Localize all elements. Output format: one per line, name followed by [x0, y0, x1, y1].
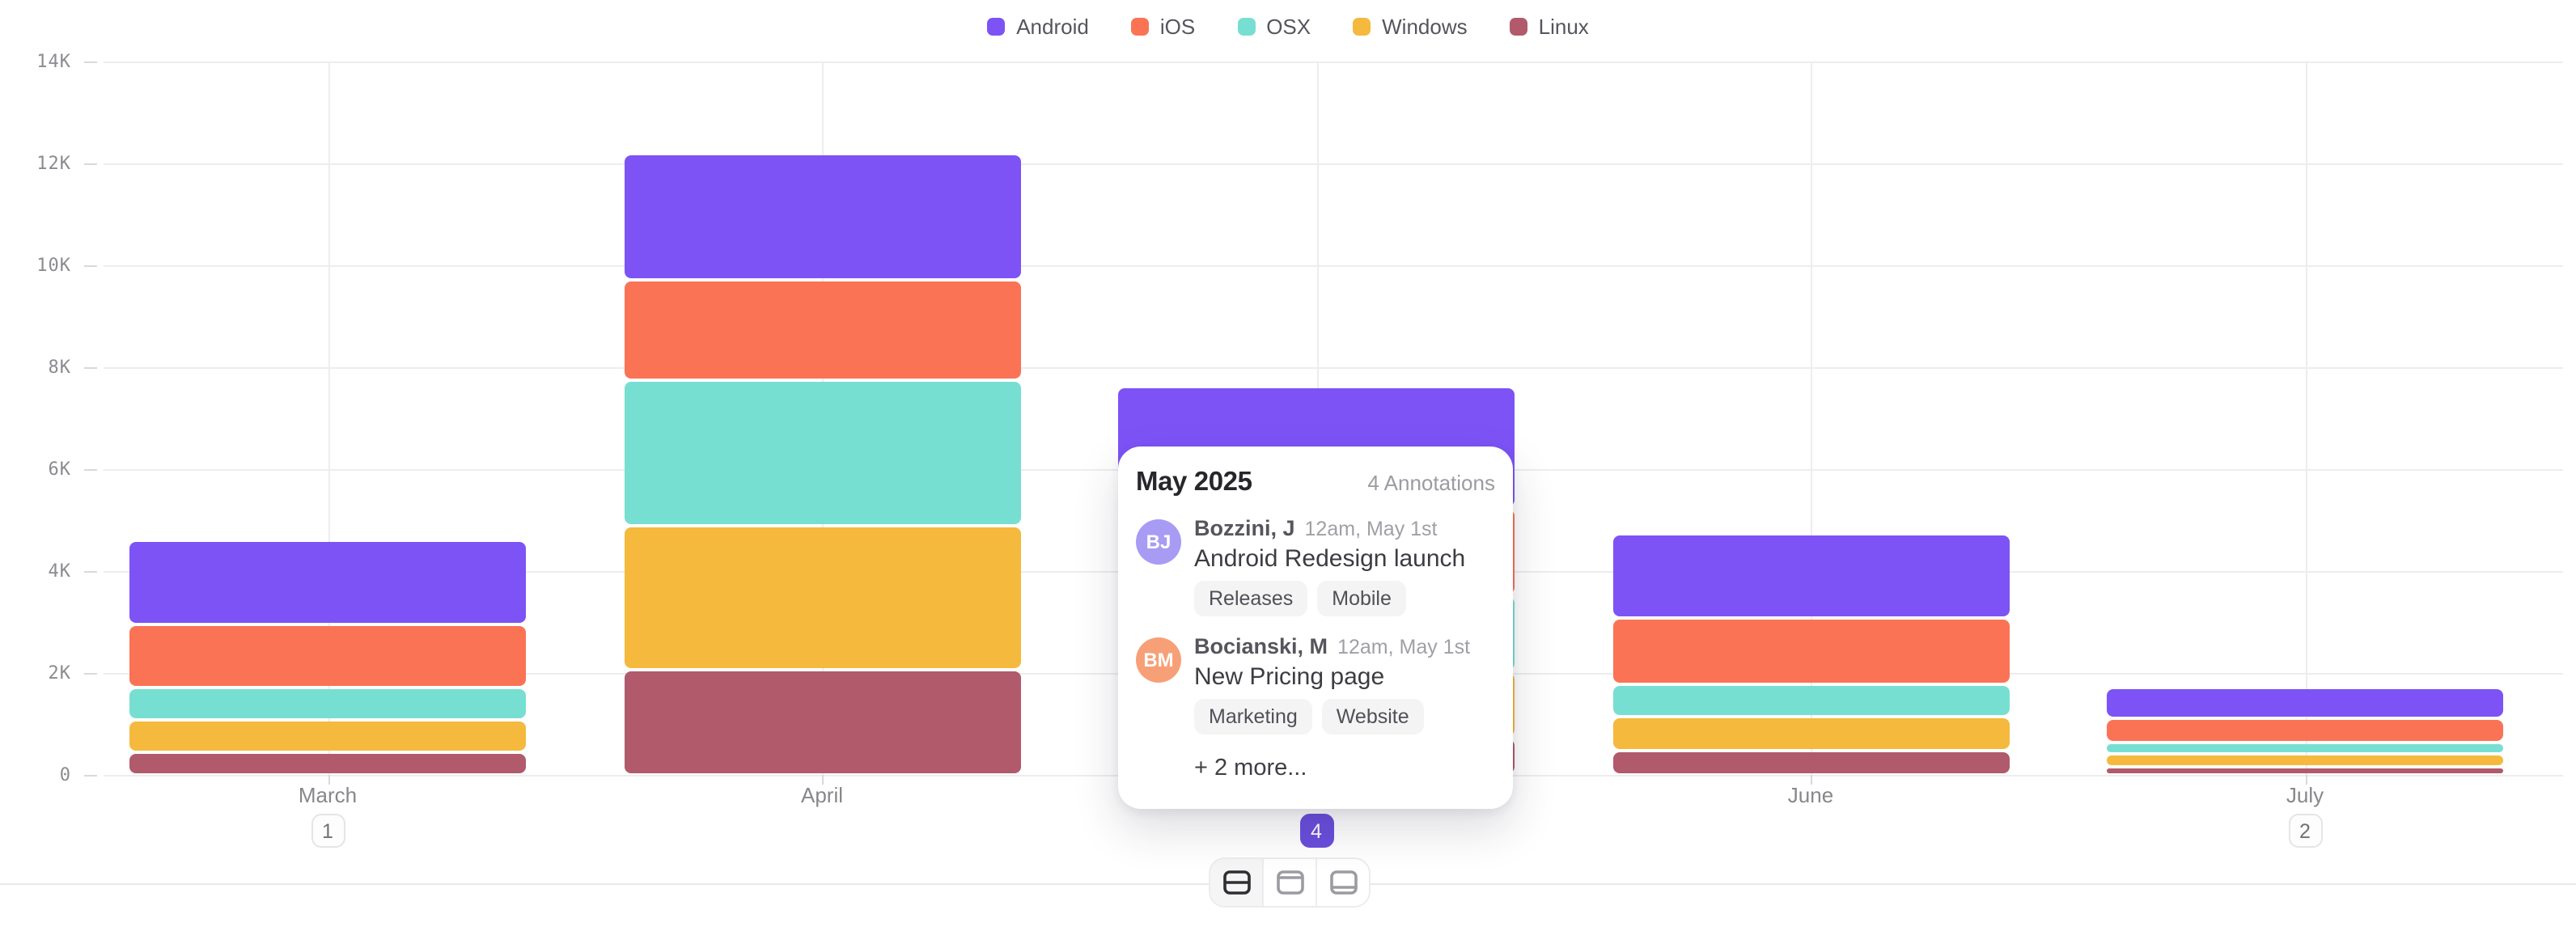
chart-legend: Android iOS OSX Windows Linux — [0, 15, 2576, 39]
x-axis-label: June — [1787, 783, 1834, 807]
bar-segment-android-april[interactable] — [624, 154, 1020, 279]
y-axis-label: 14K — [36, 51, 71, 72]
bar-segment-osx-april[interactable] — [624, 381, 1020, 524]
x-tick — [2305, 775, 2307, 785]
annotations-tooltip: May 2025 4 Annotations BJ Bozzini, J 12a… — [1118, 446, 1513, 809]
windows-swatch-icon — [1353, 18, 1371, 36]
x-tick — [1811, 775, 1812, 785]
annotation-entry: BM Bocianski, M 12am, May 1st New Pricin… — [1136, 634, 1495, 734]
annotation-tag: Releases — [1194, 581, 1308, 616]
bar-segment-android-july[interactable] — [2107, 688, 2503, 717]
osx-swatch-icon — [1237, 18, 1256, 36]
y-gridline — [104, 61, 2563, 63]
bar-segment-linux-june[interactable] — [1612, 751, 2009, 773]
ios-swatch-icon — [1130, 18, 1149, 36]
legend-label: Windows — [1382, 15, 1468, 39]
bar-segment-osx-march[interactable] — [129, 688, 526, 719]
bar-segment-ios-march[interactable] — [129, 626, 526, 686]
annotation-badge-may[interactable]: 4 — [1299, 814, 1333, 848]
legend-item-linux[interactable]: Linux — [1509, 15, 1589, 39]
legend-label: OSX — [1266, 15, 1311, 39]
legend-label: Android — [1016, 15, 1089, 39]
annotation-entry: BJ Bozzini, J 12am, May 1st Android Rede… — [1136, 516, 1495, 616]
annotation-timestamp: 12am, May 1st — [1304, 518, 1438, 540]
bar-segment-linux-march[interactable] — [129, 753, 526, 773]
bar-segment-windows-march[interactable] — [129, 722, 526, 751]
y-axis-label: 12K — [36, 153, 71, 174]
x-tick — [822, 775, 824, 785]
tooltip-header: May 2025 4 Annotations — [1136, 468, 1495, 498]
bar-segment-osx-july[interactable] — [2107, 744, 2503, 753]
legend-item-android[interactable]: Android — [987, 15, 1089, 39]
bar-segment-android-june[interactable] — [1612, 535, 2009, 616]
bar-segment-windows-july[interactable] — [2107, 755, 2503, 765]
legend-label: Linux — [1538, 15, 1589, 39]
bar-segment-linux-july[interactable] — [2107, 768, 2503, 773]
legend-label: iOS — [1159, 15, 1196, 39]
tooltip-annotation-count: 4 Annotations — [1367, 471, 1495, 495]
bar-segment-ios-june[interactable] — [1612, 619, 2009, 683]
tooltip-title: May 2025 — [1136, 468, 1252, 497]
y-tick — [84, 265, 97, 267]
x-gridline — [2305, 61, 2307, 775]
y-gridline — [104, 163, 2563, 165]
layout-split-top-button[interactable] — [1264, 859, 1317, 906]
show-more-annotations-link[interactable]: + 2 more... — [1194, 755, 1307, 781]
x-gridline — [328, 61, 329, 775]
x-axis-label: March — [298, 783, 358, 807]
split-middle-icon — [1222, 870, 1250, 895]
y-tick — [84, 469, 97, 471]
y-tick — [84, 367, 97, 369]
layout-split-bottom-button[interactable] — [1317, 859, 1369, 906]
x-axis-label: April — [800, 783, 844, 807]
bar-segment-osx-june[interactable] — [1612, 685, 2009, 716]
y-gridline — [104, 367, 2563, 369]
android-swatch-icon — [987, 18, 1006, 36]
y-axis-label: 4K — [48, 561, 71, 582]
legend-item-osx[interactable]: OSX — [1237, 15, 1311, 39]
avatar: BM — [1136, 637, 1181, 683]
annotation-tag: Marketing — [1194, 699, 1312, 734]
split-bottom-icon — [1329, 870, 1357, 895]
bar-segment-ios-july[interactable] — [2107, 719, 2503, 742]
x-gridline — [1811, 61, 1812, 775]
y-axis-label: 8K — [48, 357, 71, 378]
layout-switcher — [1209, 857, 1371, 908]
annotation-tag: Mobile — [1317, 581, 1406, 616]
y-axis-label: 6K — [48, 459, 71, 480]
bar-segment-windows-june[interactable] — [1612, 718, 2009, 749]
annotation-badge-july[interactable]: 2 — [2288, 814, 2322, 848]
annotation-text: Android Redesign launch — [1194, 545, 1466, 573]
layout-split-middle-button[interactable] — [1210, 859, 1264, 906]
x-tick — [328, 775, 329, 785]
annotation-text: New Pricing page — [1194, 663, 1385, 691]
y-gridline — [104, 265, 2563, 267]
x-axis-label: July — [2286, 783, 2324, 807]
bar-segment-android-march[interactable] — [129, 542, 526, 624]
y-tick — [84, 61, 97, 63]
bar-segment-windows-april[interactable] — [624, 527, 1020, 669]
legend-item-ios[interactable]: iOS — [1130, 15, 1196, 39]
legend-item-windows[interactable]: Windows — [1353, 15, 1468, 39]
bar-segment-ios-april[interactable] — [624, 281, 1020, 379]
y-axis-label: 2K — [48, 662, 71, 683]
y-axis-label: 0 — [59, 764, 71, 785]
y-tick — [84, 775, 97, 777]
annotation-author: Bozzini, J — [1194, 516, 1295, 540]
y-axis-label: 10K — [36, 255, 71, 276]
annotation-badge-march[interactable]: 1 — [311, 814, 345, 848]
split-top-icon — [1276, 870, 1303, 895]
linux-swatch-icon — [1509, 18, 1527, 36]
annotation-timestamp: 12am, May 1st — [1337, 636, 1471, 658]
y-tick — [84, 673, 97, 675]
bar-segment-linux-april[interactable] — [624, 671, 1020, 773]
y-tick — [84, 163, 97, 165]
y-tick — [84, 571, 97, 573]
annotation-tag: Website — [1321, 699, 1424, 734]
avatar: BJ — [1136, 519, 1181, 565]
annotation-author: Bocianski, M — [1194, 634, 1328, 658]
